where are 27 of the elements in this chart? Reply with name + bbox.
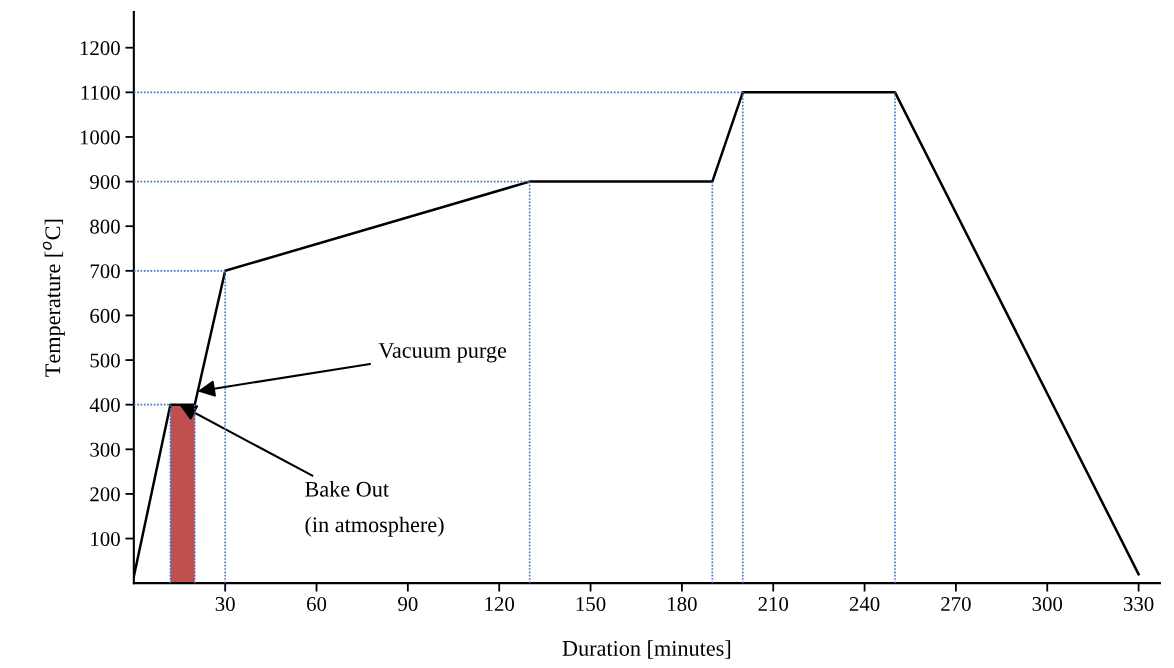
x-tick-label: 90 (398, 596, 418, 612)
annotation: Vacuum purge (378, 343, 507, 363)
x-tick-label: 240 (849, 596, 880, 612)
x-tick-label: 30 (215, 596, 235, 612)
y-tick-label: 900 (90, 174, 120, 190)
x-tick-label: 210 (758, 596, 789, 612)
y-tick-label: 1200 (80, 41, 120, 56)
y-tick-label: 400 (89, 398, 120, 413)
y-tick-label: 800 (90, 219, 120, 234)
y-tick-label: 600 (90, 308, 120, 323)
x-axis-title: Duration [minutes] (562, 640, 731, 659)
y-tick-label: 200 (90, 487, 120, 502)
y-tick-label: 700 (90, 264, 120, 279)
y-axis-title: Temperature [$^{o}$C] (42, 219, 65, 377)
annotation: Bake Out (in atmosphere) (305, 481, 444, 537)
y-tick-label: 100 (91, 531, 120, 546)
x-tick-label: 150 (576, 596, 606, 612)
x-tick-label: 180 (668, 596, 697, 612)
x-tick-label: 60 (307, 596, 327, 612)
y-tick-label: 300 (90, 442, 120, 457)
x-tick-label: 120 (485, 596, 515, 612)
y-tick-label: 1000 (80, 130, 120, 145)
y-tick-label: 500 (90, 353, 120, 368)
x-tick-label: 270 (941, 596, 971, 612)
x-tick-label: 300 (1032, 596, 1063, 612)
x-tick-label: 330 (1123, 596, 1154, 612)
y-tick-label: 1100 (81, 85, 120, 100)
